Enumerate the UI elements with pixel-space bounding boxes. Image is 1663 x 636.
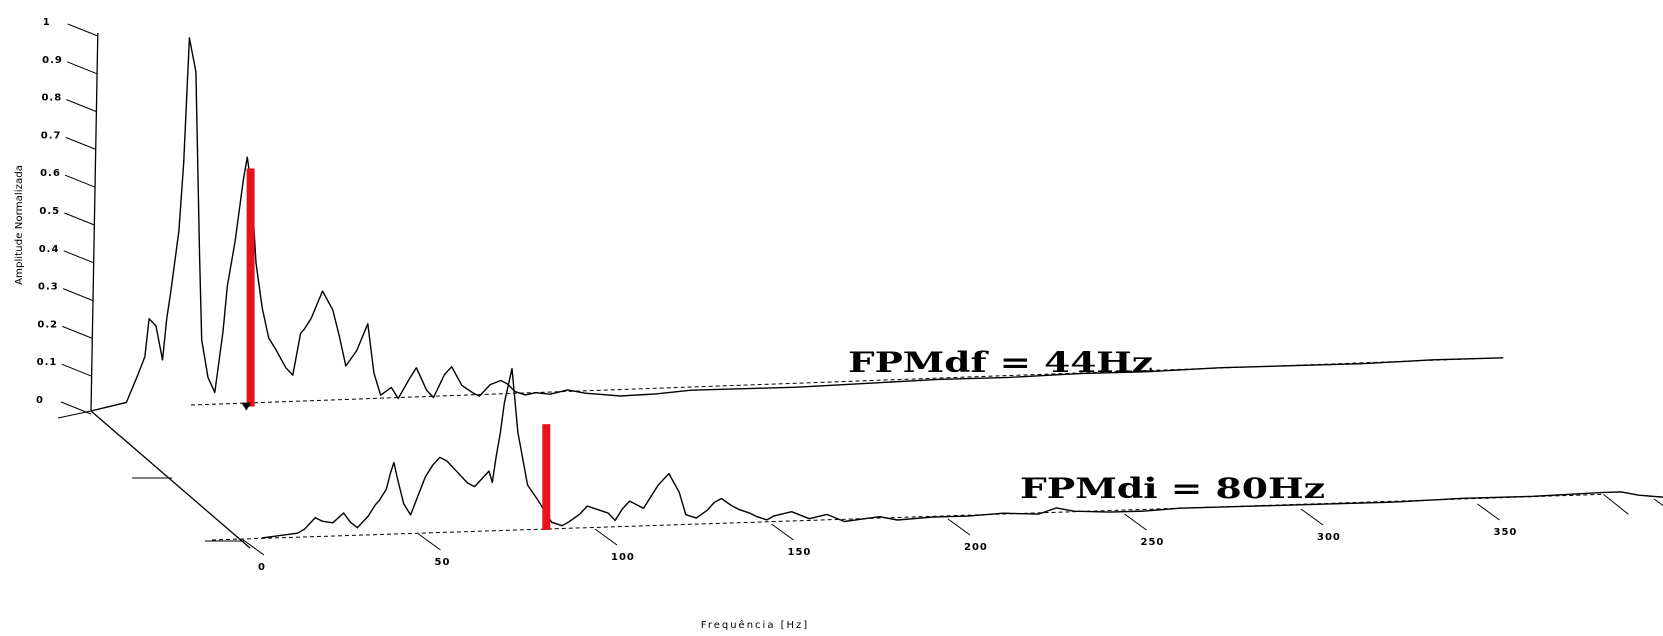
y-tick-mark [66, 99, 97, 113]
y-tick-mark [62, 325, 93, 339]
peak-markers [241, 168, 551, 530]
x-tick-mark [947, 518, 971, 536]
y-tick-mark [63, 250, 94, 264]
x-tick-mark [771, 523, 794, 541]
series [90, 37, 1663, 539]
y-tick-mark [64, 212, 95, 226]
y-tick-label: 0.6 [40, 168, 61, 179]
y-tick-label: 0.5 [39, 206, 60, 217]
x-axis-label: Frequência [Hz] [701, 619, 809, 631]
x-tick-label: 200 [964, 542, 988, 553]
x-tick-mark [418, 533, 441, 551]
x-tick-mark [241, 538, 265, 556]
y-tick-label: 0.4 [39, 244, 60, 255]
x-tick-mark [594, 528, 618, 546]
y-tick-mark [60, 401, 92, 415]
x-tick-mark [1300, 508, 1324, 526]
y-tick-label: 0.1 [37, 357, 58, 368]
x-tick-label: 250 [1141, 537, 1165, 548]
x-tick-mark [1477, 503, 1500, 521]
y-tick-label: 0 [36, 395, 44, 406]
peak-marker-arrow [241, 402, 252, 411]
y-tick-mark [66, 61, 98, 75]
annotation-fpmdf: FPMdf = 44Hz [848, 346, 1153, 379]
y-tick-label: 0.3 [38, 282, 59, 293]
y-tick-mark [61, 363, 92, 377]
y-tick-label: 0.7 [41, 130, 62, 141]
x-tick-label: 150 [788, 547, 812, 558]
ticks: 0 0.1 0.2 0.3 0.4 0.5 0.6 0.7 0.8 0.9 1 0 50 100 150 20… [36, 17, 1663, 573]
baseline-front [211, 493, 1604, 541]
annotation-fpmdi: FPMdi = 80Hz [1020, 472, 1325, 505]
y-axis-label: Amplitude Normalizada [14, 165, 25, 285]
y-tick-mark [65, 136, 96, 150]
peak-marker-bar [246, 168, 255, 407]
y-tick-label: 0.9 [42, 55, 63, 66]
peak-marker-bar [542, 424, 551, 530]
y-tick-mark [67, 23, 98, 37]
front-end-tick [1603, 493, 1629, 515]
spectrum-line-front [261, 367, 1663, 539]
x-tick-mark [1124, 513, 1147, 531]
y-tick-label: 0.2 [37, 319, 58, 330]
x-tick-label: 300 [1317, 532, 1341, 543]
x-tick-label: 0 [258, 562, 266, 573]
x-tick-label: 50 [435, 557, 451, 568]
spectrum-line-back [90, 37, 1504, 412]
y-tick-mark [64, 174, 96, 188]
depth-axis-line [90, 410, 251, 549]
y-tick-mark [62, 288, 94, 302]
y-axis-line [90, 32, 99, 412]
y-tick-label: 1 [43, 17, 51, 28]
x-tick-mark [1653, 498, 1663, 507]
axes [57, 32, 1629, 549]
x-tick-label: 350 [1494, 527, 1518, 538]
x-tick-label: 100 [611, 552, 635, 563]
y-tick-label: 0.8 [41, 93, 62, 104]
